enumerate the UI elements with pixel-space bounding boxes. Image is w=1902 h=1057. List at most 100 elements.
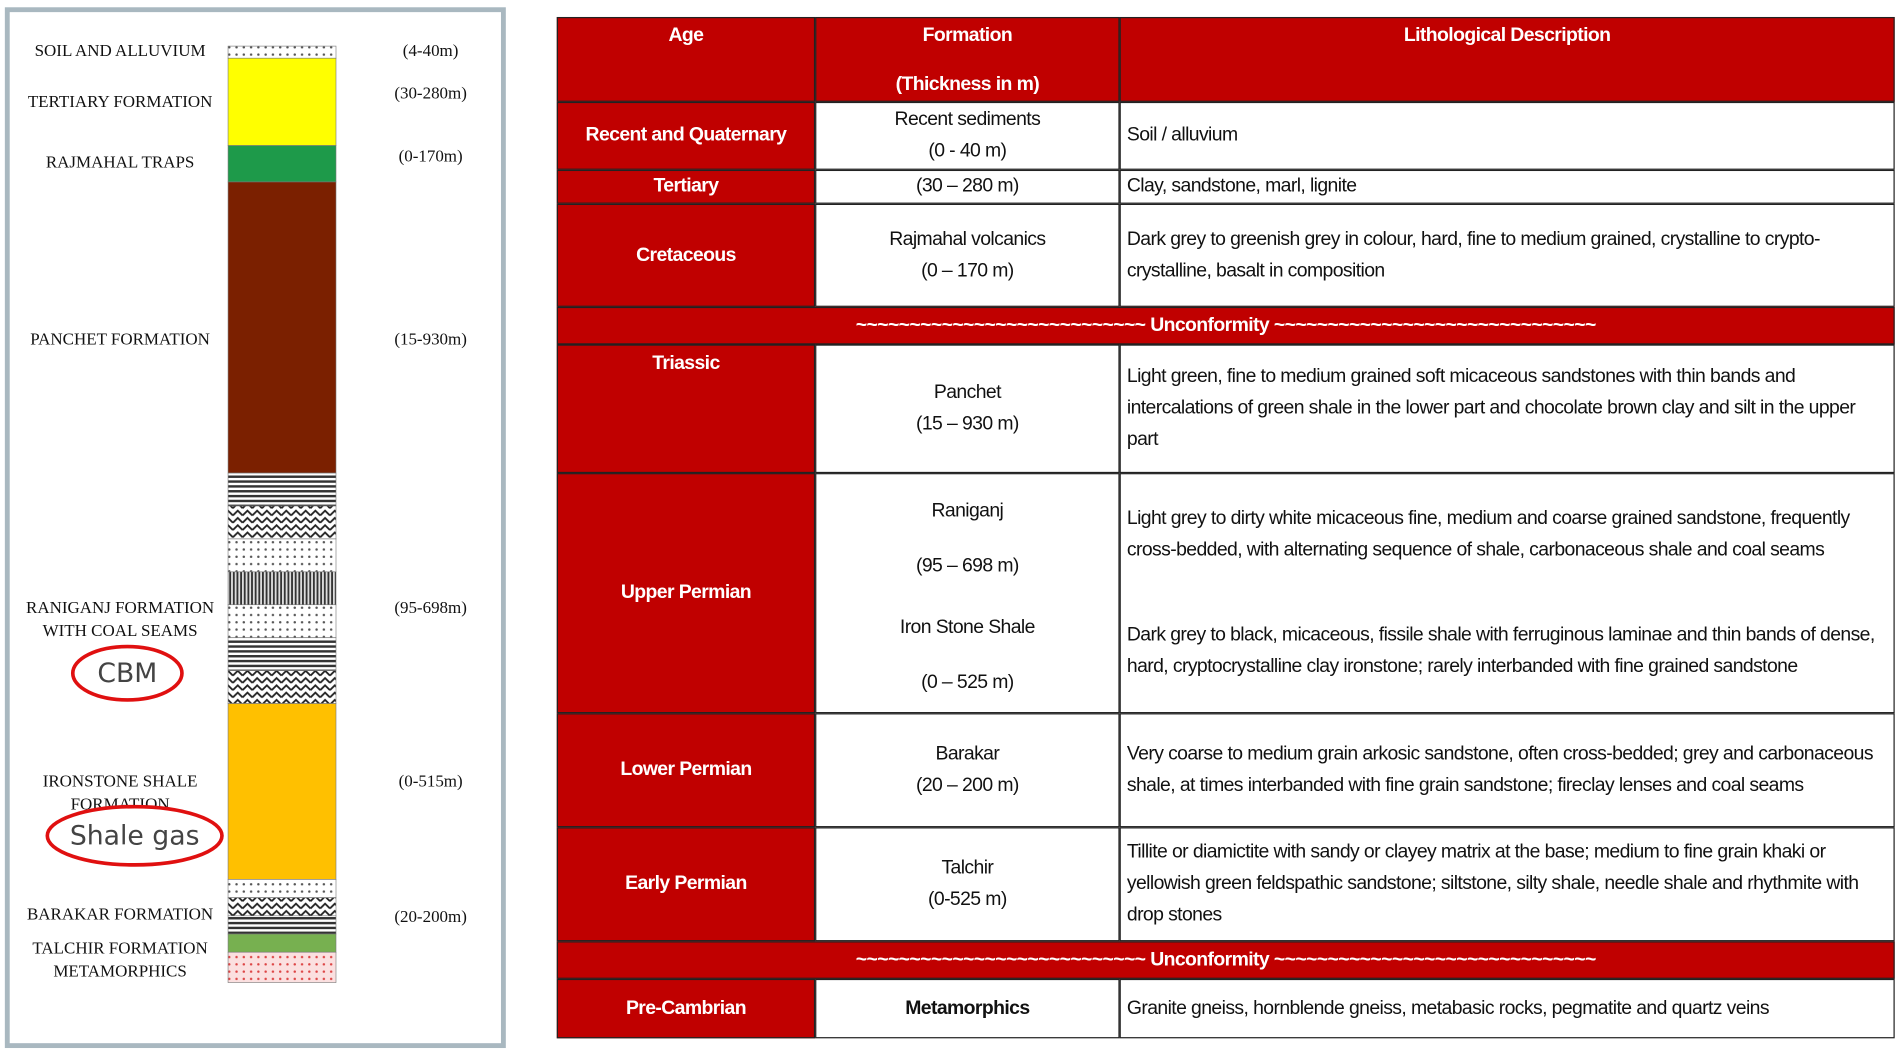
layer-label: METAMORPHICS (53, 962, 186, 981)
layer (227, 703, 337, 880)
description: Granite gneiss, hornblende gneiss, metab… (1126, 997, 1770, 1019)
description: Dark grey to black, micaceous, fissile s… (1126, 624, 1875, 677)
formation: (0 – 170 m) (921, 260, 1014, 281)
layer-thickness: (30-280m) (394, 84, 467, 103)
layer-label: TALCHIR FORMATION (32, 939, 207, 958)
layer-thickness: (0-515m) (399, 771, 463, 790)
description: Light green, fine to medium grained soft… (1126, 366, 1856, 451)
strat-column: SOIL AND ALLUVIUM (4-40m) TERTIARY FORMATI… (4, 7, 506, 1049)
age: Tertiary (653, 175, 719, 197)
layer (227, 145, 337, 183)
layer (227, 45, 337, 59)
formation: (95 – 698 m) (915, 554, 1019, 576)
unconformity-row: ~~~~~~~~~~~~~~~~~~~~~~~~~~~ Unconformity… (556, 306, 1895, 345)
header-age: Age (556, 16, 816, 102)
layer-thickness: (20-200m) (394, 907, 467, 926)
header: Formation (922, 25, 1013, 47)
description: Tillite or diamictite with sandy or clay… (1126, 841, 1859, 926)
layer-thickness: (4-40m) (403, 41, 459, 60)
layer-label: PANCHET FORMATION (30, 330, 210, 349)
formation: Iron Stone Shale (899, 616, 1035, 638)
formation-cell: Barakar (20 – 200 m) (815, 713, 1120, 828)
unconformity: ~~~~~~~~~~~~~~~~~~~~~~~~~~~ Unconformity… (855, 949, 1597, 970)
layer-thickness: (95-698m) (394, 598, 467, 617)
formation: (0 - 40 m) (928, 140, 1007, 162)
description: Very coarse to medium grain arkosic sand… (1126, 743, 1874, 796)
layer (227, 505, 337, 540)
layer-label: RANIGANJ FORMATION (26, 598, 214, 617)
annotation-ring (45, 804, 224, 867)
age: Upper Permian (620, 582, 752, 603)
description-cell: Clay, sandstone, marl, lignite (1119, 169, 1895, 204)
formation: (15 – 930 m) (915, 413, 1019, 435)
description-cell: Tillite or diamictite with sandy or clay… (1119, 827, 1895, 942)
layer (227, 472, 337, 507)
formation: (20 – 200 m) (915, 775, 1019, 796)
formation-cell: Talchir (0-525 m) (815, 827, 1120, 942)
description-cell: Very coarse to medium grain arkosic sand… (1119, 713, 1895, 828)
header: Lithological Description (1403, 25, 1611, 47)
annotation: Shale gas (70, 820, 200, 851)
layer (227, 604, 337, 638)
age-cell: Lower Permian (556, 713, 816, 828)
header: (Thickness in m) (895, 73, 1040, 95)
header: Age (668, 25, 704, 47)
formation-cell: Raniganj (95 – 698 m) Iron Stone Shale (0 –… (815, 473, 1120, 714)
layer (227, 670, 337, 704)
description-cell: Granite gneiss, hornblende gneiss, metab… (1119, 978, 1895, 1039)
formation: Metamorphics (905, 997, 1030, 1019)
age: Early Permian (625, 873, 747, 894)
layer-label: RAJMAHAL TRAPS (46, 153, 195, 172)
layer-label: WITH COAL SEAMS (43, 621, 198, 640)
formation-cell: Panchet (15 – 930 m) (815, 344, 1120, 474)
age-cell: Recent and Quaternary (556, 101, 816, 170)
formation: Barakar (935, 743, 1000, 765)
layer (227, 181, 337, 474)
layer-label: IRONSTONE SHALE (43, 771, 198, 790)
age: Triassic (652, 352, 720, 374)
layer-thickness: (15-930m) (394, 330, 467, 349)
layer (227, 571, 337, 606)
formation: Panchet (933, 382, 1002, 403)
layer (227, 57, 337, 146)
age-cell: Cretaceous (556, 203, 816, 307)
age: Pre-Cambrian (625, 997, 747, 1019)
formation: Raniganj (931, 500, 1004, 521)
description-cell: Light grey to dirty white micaceous fine… (1119, 473, 1895, 714)
description: Dark grey to greenish grey in colour, ha… (1126, 228, 1821, 281)
formation: Recent sediments (894, 109, 1041, 130)
age-cell: Triassic (556, 344, 816, 474)
description-cell: Light green, fine to medium grained soft… (1119, 344, 1895, 474)
unconformity-row: ~~~~~~~~~~~~~~~~~~~~~~~~~~~ Unconformity… (556, 941, 1895, 979)
description-cell: Soil / alluvium (1119, 101, 1895, 170)
header-description: Lithological Description (1119, 16, 1895, 102)
layer-label: BARAKAR FORMATION (27, 905, 213, 924)
age-cell: Early Permian (556, 827, 816, 942)
layer (227, 915, 337, 935)
age: Recent and Quaternary (585, 124, 787, 146)
description-cell: Dark grey to greenish grey in colour, ha… (1119, 203, 1895, 307)
formation: (30 – 280 m) (915, 175, 1019, 197)
layer (227, 897, 337, 917)
description: Light grey to dirty white micaceous fine… (1126, 508, 1850, 561)
formation: Talchir (941, 857, 994, 879)
layer-thickness: (0-170m) (399, 147, 463, 166)
formation: (0-525 m) (928, 889, 1007, 910)
age-cell: Tertiary (556, 169, 816, 204)
age-cell: Pre-Cambrian (556, 978, 816, 1039)
formation-cell: (30 – 280 m) (815, 169, 1120, 204)
formation-cell: Metamorphics (815, 978, 1120, 1039)
formation: (0 – 525 m) (921, 671, 1014, 693)
annotation: CBM (97, 658, 157, 689)
description: Clay, sandstone, marl, lignite (1126, 175, 1357, 197)
formation-cell: Rajmahal volcanics (0 – 170 m) (815, 203, 1120, 307)
age: Lower Permian (620, 759, 752, 780)
layer (227, 951, 337, 983)
layer-label: SOIL AND ALLUVIUM (35, 41, 206, 60)
age: Cretaceous (636, 244, 736, 266)
layer (227, 637, 337, 671)
layer (227, 538, 337, 573)
description: Soil / alluvium (1126, 124, 1238, 146)
layer-label: TERTIARY FORMATION (28, 92, 213, 111)
